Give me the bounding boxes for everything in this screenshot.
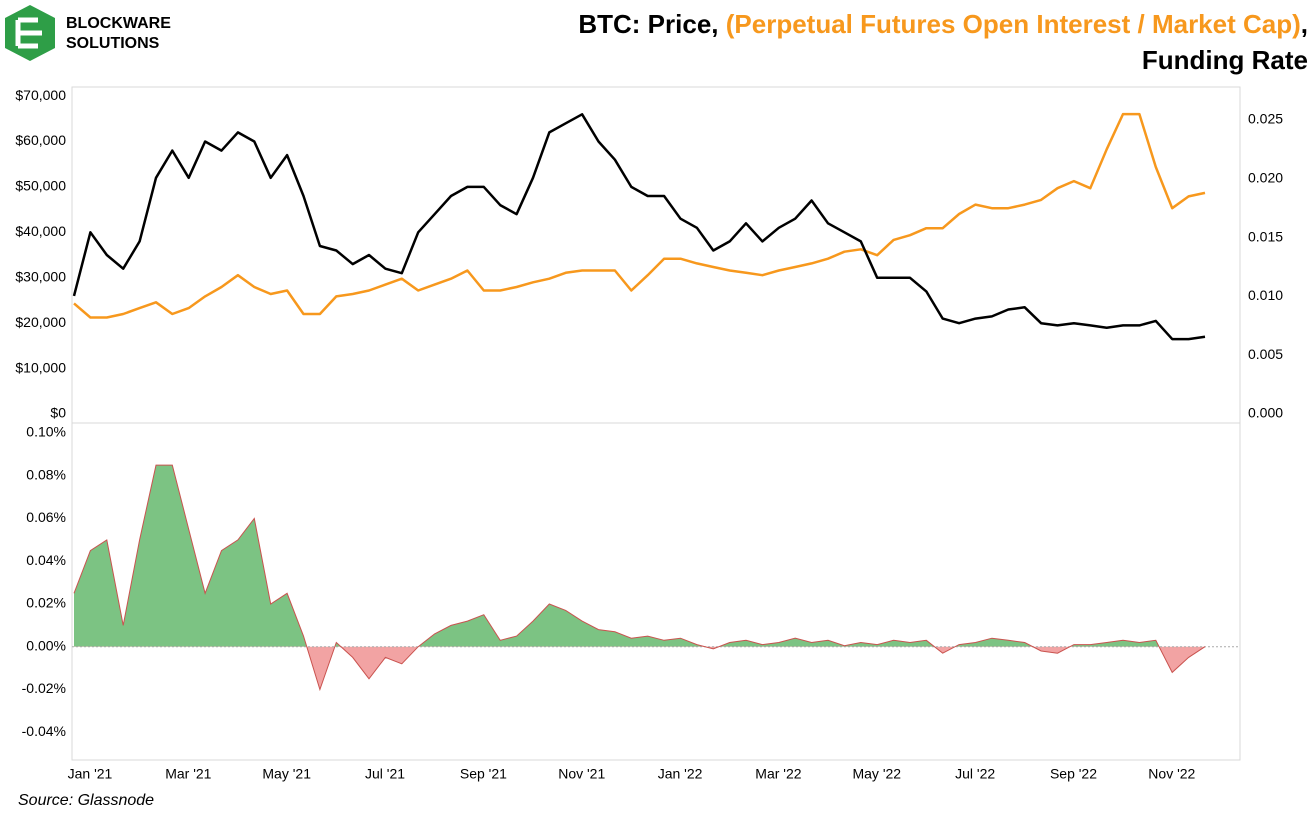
y-tick-label: 0.10% <box>26 424 66 440</box>
logo-text: BLOCKWARE <box>66 15 171 32</box>
x-tick-label: Mar '22 <box>755 766 801 782</box>
y-tick-label: 0.06% <box>26 509 66 525</box>
y-tick-label: $10,000 <box>15 359 66 375</box>
x-tick-label: Jul '22 <box>955 766 995 782</box>
source-note: Source: Glassnode <box>18 792 154 809</box>
chart-title: BTC: Price, (Perpetual Futures Open Inte… <box>578 9 1308 39</box>
y-tick-label: 0.04% <box>26 552 66 568</box>
x-tick-label: Jul '21 <box>365 766 405 782</box>
title-part: BTC: Price, <box>578 9 718 39</box>
y2-tick-label: 0.015 <box>1248 228 1283 244</box>
x-tick-label: Nov '21 <box>558 766 605 782</box>
y-tick-label: $50,000 <box>15 178 66 194</box>
x-tick-label: Sep '21 <box>460 766 507 782</box>
y2-tick-label: 0.020 <box>1248 169 1283 185</box>
funding-line <box>73 464 1206 692</box>
x-tick-label: May '21 <box>262 766 311 782</box>
title-part: , <box>1301 9 1308 39</box>
y-tick-label: 0.02% <box>26 595 66 611</box>
y-tick-label: $0 <box>50 405 66 421</box>
y2-tick-label: 0.025 <box>1248 111 1283 127</box>
y-tick-label: $60,000 <box>15 132 66 148</box>
logo: BLOCKWARE SOLUTIONS <box>5 5 171 61</box>
series-line <box>72 113 1206 341</box>
x-tick-label: Mar '21 <box>165 766 211 782</box>
funding-area <box>74 465 1205 690</box>
series-line <box>73 112 1206 319</box>
y-tick-label: $70,000 <box>15 87 66 103</box>
logo-text: SOLUTIONS <box>66 35 160 52</box>
chart-title: Funding Rate <box>1142 45 1308 75</box>
y2-tick-label: 0.010 <box>1248 287 1283 303</box>
x-tick-label: Nov '22 <box>1148 766 1195 782</box>
x-tick-label: Jan '21 <box>68 766 113 782</box>
x-tick-label: Jan '22 <box>658 766 703 782</box>
y2-tick-label: 0.000 <box>1248 405 1283 421</box>
logo-glyph <box>15 17 42 49</box>
y-tick-label: -0.02% <box>22 680 66 696</box>
y-tick-label: 0.08% <box>26 466 66 482</box>
y-tick-label: $30,000 <box>15 268 66 284</box>
y-tick-label: $40,000 <box>15 223 66 239</box>
x-tick-label: Sep '22 <box>1050 766 1097 782</box>
y-tick-label: 0.00% <box>26 637 66 653</box>
y2-tick-label: 0.005 <box>1248 346 1283 362</box>
y-tick-label: -0.04% <box>22 723 66 739</box>
x-tick-label: May '22 <box>852 766 901 782</box>
title-part: (Perpetual Futures Open Interest / Marke… <box>726 9 1301 39</box>
y-tick-label: $20,000 <box>15 314 66 330</box>
